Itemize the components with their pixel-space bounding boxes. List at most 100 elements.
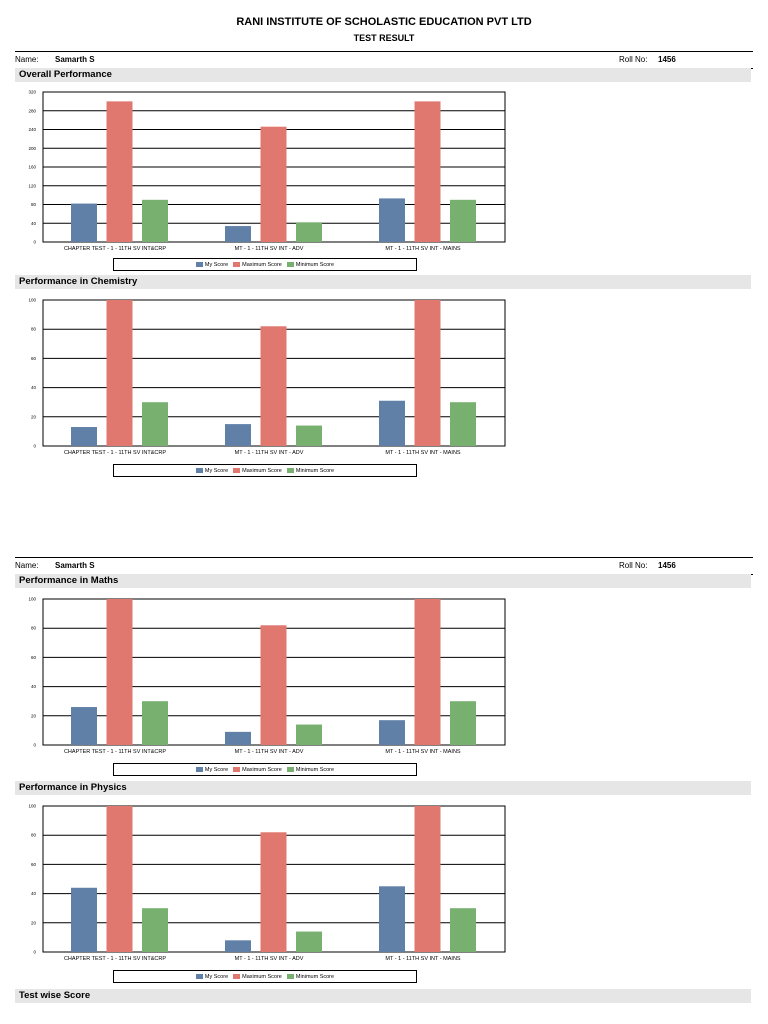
bar — [379, 198, 405, 242]
overall-performance-chart: 0 40 80 120 160 200 240 280 320 CHAPTER TEST - 1 … — [28, 90, 506, 252]
bar — [106, 300, 133, 446]
bar — [450, 402, 476, 446]
bar — [379, 720, 405, 745]
y-tick-label: 40 — [31, 684, 37, 689]
x-tick-label: MT - 1 - 11TH SV INT - ADV — [235, 246, 304, 252]
bar — [142, 199, 168, 242]
y-tick-label: 60 — [31, 356, 37, 361]
bar — [414, 599, 441, 745]
bar — [225, 940, 251, 952]
y-tick-label: 160 — [28, 165, 36, 170]
bar — [260, 625, 287, 745]
bar — [296, 425, 322, 446]
legend-item-minimum-score: Minimum Score — [286, 974, 334, 980]
x-tick-label: MT - 1 - 11TH SV INT - ADV — [235, 749, 304, 755]
document-subtitle: TEST RESULT — [353, 33, 415, 43]
chart-legend: My Score Maximum Score Minimum Score — [113, 763, 417, 776]
x-tick-label: MT - 1 - 11TH SV INT - ADV — [235, 450, 304, 456]
swatch-icon — [286, 468, 294, 473]
x-tick-label: MT - 1 - 11TH SV INT - MAINS — [385, 749, 461, 755]
y-tick-label: 20 — [31, 713, 37, 718]
chart-legend: My Score Maximum Score Minimum Score — [113, 464, 417, 477]
swatch-icon — [286, 974, 294, 979]
legend-item-minimum-score: Minimum Score — [286, 468, 334, 474]
swatch-icon — [233, 767, 241, 772]
section-overall-performance: Overall Performance — [15, 68, 751, 82]
y-tick-label: 80 — [31, 202, 37, 207]
bar — [71, 203, 97, 242]
x-tick-label: MT - 1 - 11TH SV INT - ADV — [235, 956, 304, 962]
bar — [260, 832, 287, 952]
x-tick-label: CHAPTER TEST - 1 - 11TH SV INT&CRP — [64, 956, 166, 962]
y-tick-label: 0 — [33, 950, 36, 955]
swatch-icon — [233, 262, 241, 267]
y-tick-label: 80 — [31, 327, 37, 332]
y-tick-label: 0 — [33, 743, 36, 748]
swatch-icon — [195, 974, 203, 979]
y-tick-label: 40 — [31, 385, 37, 390]
legend-item-my-score: My Score — [195, 468, 228, 474]
student-info-row: Name: Samarth S Roll No: 1456 — [15, 51, 753, 69]
swatch-icon — [286, 767, 294, 772]
bar — [106, 806, 133, 952]
bar — [450, 701, 476, 745]
legend-item-maximum-score: Maximum Score — [233, 974, 282, 980]
name-label: Name: — [15, 55, 39, 64]
swatch-icon — [286, 262, 294, 267]
bar — [142, 402, 168, 446]
x-tick-label: MT - 1 - 11TH SV INT - MAINS — [385, 450, 461, 456]
bar — [296, 931, 322, 952]
bar — [296, 222, 322, 242]
chart-legend: My Score Maximum Score Minimum Score — [113, 970, 417, 983]
section-physics: Performance in Physics — [15, 781, 751, 795]
section-chemistry: Performance in Chemistry — [15, 275, 751, 289]
org-title: RANI INSTITUTE OF SCHOLASTIC EDUCATION P… — [236, 16, 532, 28]
bar — [414, 806, 441, 952]
bar — [71, 427, 97, 446]
bar — [225, 424, 251, 446]
y-tick-label: 0 — [33, 240, 36, 245]
bar — [71, 887, 97, 952]
bar — [450, 908, 476, 952]
bar — [414, 300, 441, 446]
roll-number: 1456 — [658, 561, 676, 570]
bar — [142, 908, 168, 952]
section-test-wise-score: Test wise Score — [15, 989, 751, 1003]
legend-item-my-score: My Score — [195, 262, 228, 268]
bar — [379, 400, 405, 446]
physics-chart: 0 20 40 60 80 100 CHAPTER TEST - 1 - 11TH SV I… — [28, 804, 506, 962]
student-name: Samarth S — [55, 55, 95, 64]
y-tick-label: 100 — [28, 298, 36, 303]
y-tick-label: 100 — [28, 597, 36, 602]
bar — [71, 707, 97, 745]
roll-label: Roll No: — [619, 561, 648, 570]
swatch-icon — [233, 974, 241, 979]
legend-item-minimum-score: Minimum Score — [286, 262, 334, 268]
y-tick-label: 20 — [31, 920, 37, 925]
bar — [260, 326, 287, 446]
swatch-icon — [195, 262, 203, 267]
x-tick-label: MT - 1 - 11TH SV INT - MAINS — [385, 956, 461, 962]
bar — [296, 724, 322, 745]
name-label: Name: — [15, 561, 39, 570]
student-name: Samarth S — [55, 561, 95, 570]
swatch-icon — [195, 767, 203, 772]
bar — [379, 886, 405, 952]
legend-item-minimum-score: Minimum Score — [286, 767, 334, 773]
bar — [106, 599, 133, 745]
y-tick-label: 60 — [31, 862, 37, 867]
bar — [142, 701, 168, 745]
y-tick-label: 80 — [31, 626, 37, 631]
y-tick-label: 120 — [28, 183, 36, 188]
x-tick-label: MT - 1 - 11TH SV INT - MAINS — [385, 246, 461, 252]
legend-item-maximum-score: Maximum Score — [233, 262, 282, 268]
y-tick-label: 320 — [28, 90, 36, 95]
y-tick-label: 40 — [31, 891, 37, 896]
y-tick-label: 100 — [28, 804, 36, 809]
y-tick-label: 200 — [28, 146, 36, 151]
y-tick-label: 80 — [31, 833, 37, 838]
swatch-icon — [233, 468, 241, 473]
bar — [225, 731, 251, 745]
x-tick-label: CHAPTER TEST - 1 - 11TH SV INT&CRP — [64, 246, 166, 252]
roll-label: Roll No: — [619, 55, 648, 64]
